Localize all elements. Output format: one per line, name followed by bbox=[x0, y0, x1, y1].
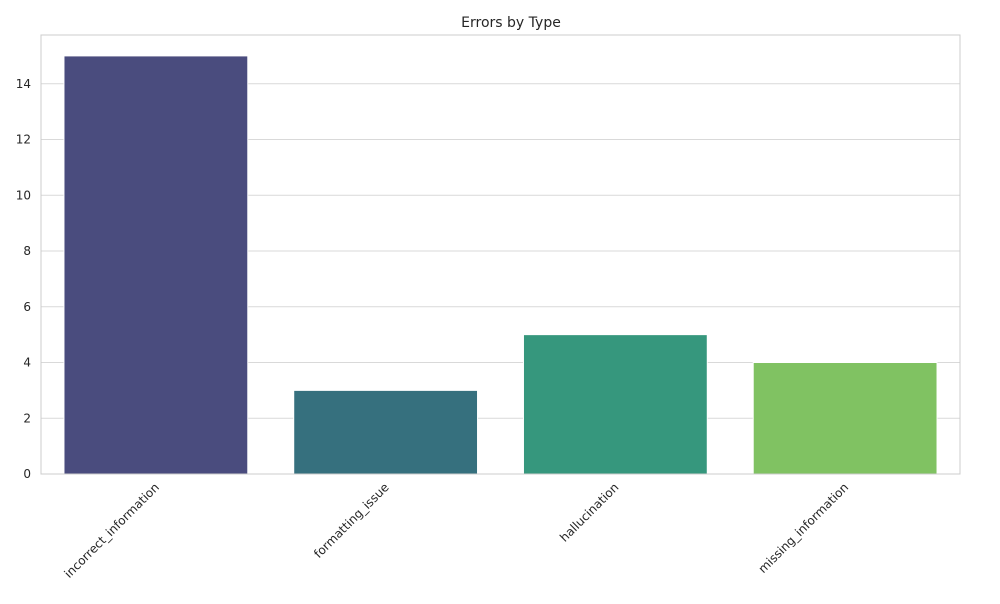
y-tick-label: 10 bbox=[16, 188, 31, 202]
y-tick-label: 14 bbox=[16, 77, 31, 91]
y-tick-label: 4 bbox=[23, 356, 31, 370]
bar bbox=[293, 389, 479, 475]
y-tick-label: 8 bbox=[23, 244, 31, 258]
chart-title: Errors by Type bbox=[461, 15, 561, 31]
bar bbox=[63, 55, 249, 475]
y-tick-label: 6 bbox=[23, 300, 31, 314]
y-tick-label: 2 bbox=[23, 411, 31, 425]
bar bbox=[522, 334, 708, 475]
y-tick-label: 12 bbox=[16, 133, 31, 147]
plot-frame bbox=[40, 34, 961, 475]
y-tick-label: 0 bbox=[23, 467, 31, 481]
bar bbox=[752, 362, 938, 475]
